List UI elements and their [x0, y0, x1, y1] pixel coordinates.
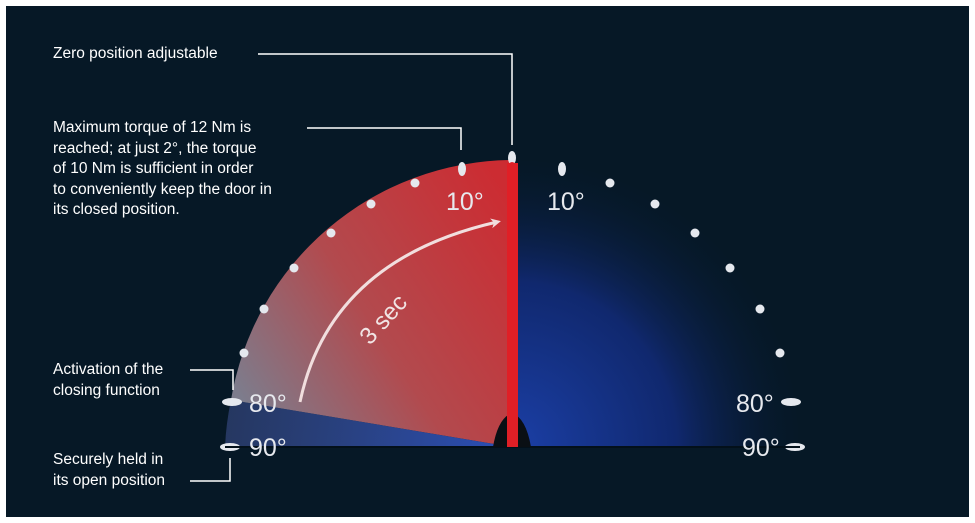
degree-label-left-80: 80°: [249, 390, 287, 418]
door-bar: [507, 163, 518, 447]
degree-label-right-10: 10°: [547, 188, 585, 216]
leader-held-open: [190, 458, 231, 482]
max-torque-label: Maximum torque of 12 Nm is reached; at j…: [53, 119, 272, 218]
leader-max-torque: [307, 127, 462, 150]
angle-dots-right: [558, 162, 805, 451]
hold-open-zone: [225, 400, 512, 447]
angle-dots-left: [220, 151, 516, 451]
closing-zone: [231, 160, 512, 447]
degree-label-left-90: 90°: [249, 434, 287, 462]
degree-label-right-80: 80°: [736, 390, 774, 418]
degree-label-right-90: 90°: [742, 434, 780, 462]
leader-activation: [190, 369, 234, 390]
degree-label-left-10: 10°: [446, 188, 484, 216]
leader-zero-position: [258, 53, 513, 145]
held-open-label: Securely held in its open position: [53, 451, 166, 489]
zero-position-label: Zero position adjustable: [53, 45, 218, 62]
activation-label: Activation of the closing function: [53, 361, 164, 399]
closing-arrow: [298, 218, 501, 403]
open-zone-glow: [512, 160, 799, 447]
